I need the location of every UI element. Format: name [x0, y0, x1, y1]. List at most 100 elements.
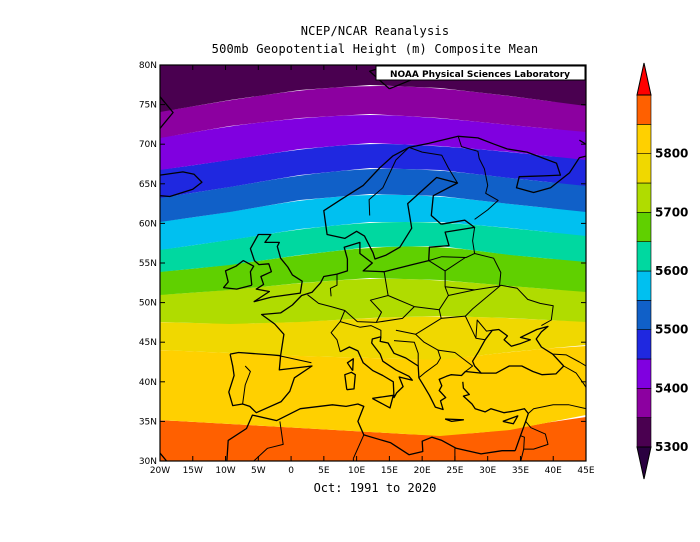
coastline	[228, 351, 313, 414]
colorbar-segment	[636, 417, 652, 448]
country-border	[307, 294, 346, 352]
colorbar-segment	[636, 153, 652, 184]
lon-tick-label: 35E	[512, 466, 529, 476]
colorbar-segment	[636, 94, 652, 125]
country-border	[520, 435, 525, 461]
coastline	[339, 336, 413, 399]
height-band	[160, 85, 586, 138]
lon-tick-label: 20E	[414, 466, 431, 476]
country-border	[376, 306, 415, 323]
coastline	[379, 325, 565, 411]
country-border	[527, 404, 586, 414]
lon-tick-label: 40E	[545, 466, 562, 476]
coastline	[323, 135, 586, 260]
country-border	[408, 146, 458, 184]
colorbar-label: 5800	[655, 147, 688, 161]
coastline	[579, 139, 586, 145]
country-border	[444, 257, 466, 272]
height-band	[160, 345, 586, 436]
lon-tick-label: 10W	[215, 466, 235, 476]
height-band	[160, 278, 586, 324]
coastline	[369, 65, 456, 90]
colorbar-segment	[636, 329, 652, 360]
lat-tick-label: 65N	[139, 180, 157, 190]
lon-tick-label: 15E	[381, 466, 398, 476]
coastline	[222, 259, 255, 290]
colorbar-label: 5600	[655, 264, 688, 278]
colorbar-label: 5300	[655, 440, 688, 454]
colorbar-label: 5400	[655, 381, 688, 395]
height-band	[160, 194, 586, 250]
country-border	[445, 253, 502, 291]
lon-tick-label: 25E	[446, 466, 463, 476]
country-border	[253, 421, 284, 461]
coastline	[346, 358, 354, 372]
country-border	[340, 321, 382, 337]
colorbar-label: 5500	[655, 323, 688, 337]
lat-tick-label: 45N	[139, 338, 157, 348]
lat-tick-label: 50N	[139, 299, 157, 309]
lon-tick-label: 45E	[577, 466, 594, 476]
coastline	[160, 96, 174, 129]
colorbar-label: 5700	[655, 205, 688, 219]
country-border	[523, 421, 549, 450]
colorbar-min-arrow	[636, 446, 652, 480]
coastline	[481, 365, 565, 376]
colorbar-segment	[636, 388, 652, 418]
lat-tick-label: 35N	[139, 417, 157, 427]
country-border	[428, 227, 476, 262]
height-band	[160, 115, 586, 170]
lon-tick-label: 15W	[183, 466, 203, 476]
country-border	[395, 309, 442, 335]
country-border	[475, 319, 493, 339]
height-band	[160, 168, 586, 222]
colorbar-segment	[636, 270, 652, 301]
height-band	[160, 417, 586, 461]
coastline	[344, 371, 356, 391]
lon-tick-label: 10E	[348, 466, 365, 476]
colorbar-segment	[636, 241, 652, 272]
colorbar-max-arrow	[636, 62, 652, 96]
lon-tick-label: 30E	[479, 466, 496, 476]
axis-ticks: 20W 15W 10W 5W 0 5E 10E 15E 20E 25E 30E 35E 40E 45E 30…	[139, 61, 595, 476]
country-border	[329, 274, 338, 297]
country-border	[563, 365, 586, 388]
coastline	[249, 233, 303, 303]
colorbar-segment	[636, 212, 652, 242]
coastline	[371, 394, 394, 409]
coastline	[462, 381, 529, 451]
country-border	[465, 284, 554, 327]
credit-label: NOAA Physical Sciences Laboratory	[390, 70, 570, 80]
lat-tick-label: 80N	[139, 61, 157, 71]
country-border	[457, 136, 499, 220]
country-border	[441, 315, 486, 341]
country-border	[352, 434, 365, 459]
height-contour-bands	[160, 65, 586, 461]
lon-tick-label: 0	[288, 466, 294, 476]
lon-tick-label: 20W	[150, 466, 170, 476]
time-period: Oct: 1991 to 2020	[313, 481, 437, 495]
lon-tick-label: 5W	[251, 466, 266, 476]
coastline	[444, 418, 465, 423]
colorbar-segment	[636, 124, 652, 154]
lat-tick-label: 55N	[139, 259, 157, 269]
lat-tick-label: 60N	[139, 219, 157, 229]
credit-box: NOAA Physical Sciences Laboratory	[375, 65, 586, 81]
country-border	[437, 349, 474, 372]
coastlines-borders	[160, 65, 586, 461]
country-border	[393, 340, 419, 366]
colorbar-segment	[636, 300, 652, 330]
map-title-line1: NCEP/NCAR Reanalysis	[300, 24, 450, 38]
country-border	[415, 333, 441, 379]
map-title-line2: 500mb Geopotential Height (m) Composite …	[211, 42, 539, 56]
lat-tick-label: 70N	[139, 140, 157, 150]
country-border	[242, 365, 251, 405]
coastline	[502, 415, 519, 425]
colorbar-segment	[636, 358, 652, 389]
coastline	[260, 219, 476, 356]
country-border	[368, 147, 410, 216]
lat-tick-label: 40N	[139, 378, 157, 388]
country-border	[553, 353, 586, 367]
colorbar-segment	[636, 182, 652, 213]
